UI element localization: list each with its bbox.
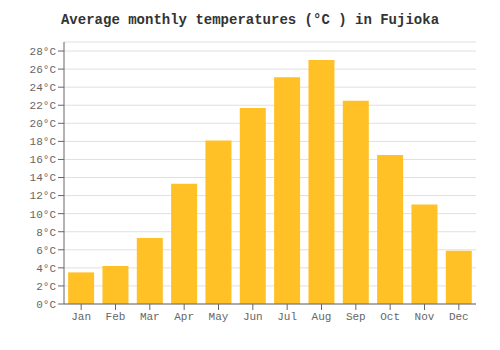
svg-text:26°C: 26°C — [30, 64, 57, 76]
svg-text:Oct: Oct — [380, 311, 400, 323]
svg-text:Jul: Jul — [277, 311, 297, 323]
svg-text:8°C: 8°C — [36, 227, 56, 239]
svg-text:Apr: Apr — [174, 311, 194, 323]
svg-text:0°C: 0°C — [36, 299, 56, 311]
svg-text:12°C: 12°C — [30, 190, 57, 202]
svg-text:6°C: 6°C — [36, 245, 56, 257]
svg-text:Jun: Jun — [243, 311, 263, 323]
svg-text:14°C: 14°C — [30, 172, 57, 184]
svg-text:2°C: 2°C — [36, 281, 56, 293]
svg-text:Dec: Dec — [449, 311, 469, 323]
svg-text:28°C: 28°C — [30, 46, 57, 58]
svg-text:4°C: 4°C — [36, 263, 56, 275]
svg-text:16°C: 16°C — [30, 154, 57, 166]
svg-text:Nov: Nov — [415, 311, 435, 323]
svg-text:Sep: Sep — [346, 311, 366, 323]
svg-text:20°C: 20°C — [30, 118, 57, 130]
html-text:Average monthly temperatures (: Average monthly temperatures (°C ) in Fu… — [61, 12, 439, 28]
svg-text:Aug: Aug — [312, 311, 332, 323]
svg-text:18°C: 18°C — [30, 136, 57, 148]
svg-text:24°C: 24°C — [30, 82, 57, 94]
svg-text:Mar: Mar — [140, 311, 160, 323]
svg-text:Feb: Feb — [106, 311, 126, 323]
svg-text:22°C: 22°C — [30, 100, 57, 112]
svg-text:Jan: Jan — [71, 311, 91, 323]
svg-text:May: May — [209, 311, 229, 323]
svg-text:10°C: 10°C — [30, 209, 57, 221]
